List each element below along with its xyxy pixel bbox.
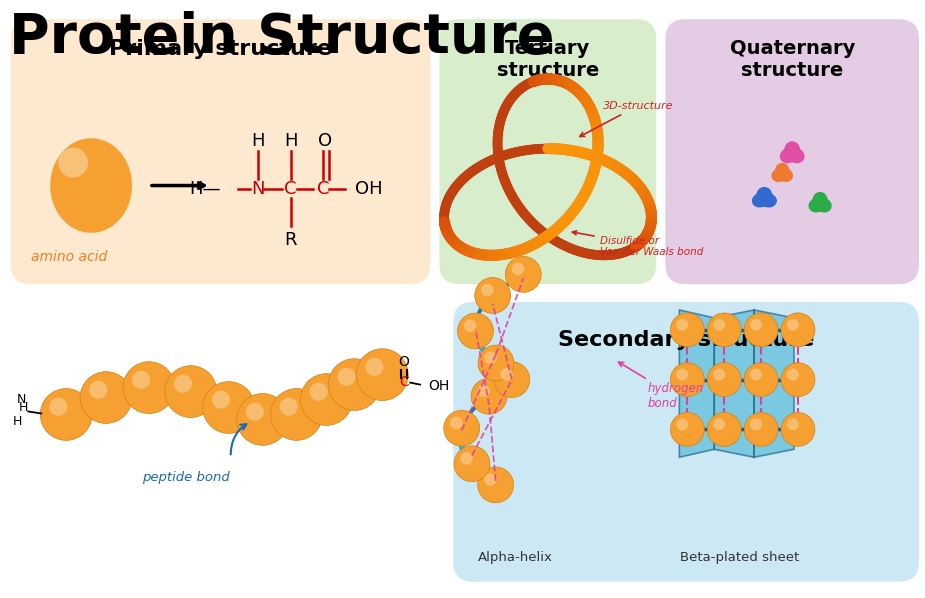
Text: hydrogen
bond: hydrogen bond: [619, 362, 704, 410]
Circle shape: [708, 413, 741, 446]
Circle shape: [246, 402, 264, 421]
Text: amino acid: amino acid: [31, 250, 107, 264]
Text: OH: OH: [355, 179, 383, 197]
Circle shape: [49, 398, 68, 416]
Circle shape: [781, 413, 815, 446]
Text: H: H: [13, 415, 22, 428]
Circle shape: [744, 313, 778, 347]
Circle shape: [787, 419, 799, 430]
Circle shape: [750, 419, 762, 430]
Circle shape: [212, 390, 230, 409]
Circle shape: [174, 375, 192, 393]
Text: Alpha-helix: Alpha-helix: [477, 551, 552, 564]
Polygon shape: [714, 310, 754, 457]
Circle shape: [750, 319, 762, 331]
Circle shape: [713, 419, 725, 430]
Circle shape: [471, 379, 507, 414]
Text: H: H: [18, 401, 28, 414]
Circle shape: [713, 368, 725, 380]
Circle shape: [505, 257, 541, 292]
Circle shape: [454, 446, 490, 482]
Circle shape: [271, 389, 323, 440]
Circle shape: [80, 372, 132, 423]
Circle shape: [123, 362, 175, 413]
Circle shape: [713, 319, 725, 331]
Circle shape: [477, 467, 513, 503]
Circle shape: [132, 371, 150, 389]
Text: H: H: [251, 132, 265, 150]
Text: Tertiary
structure: Tertiary structure: [497, 39, 598, 80]
Circle shape: [744, 413, 778, 446]
Circle shape: [365, 358, 384, 376]
Circle shape: [676, 368, 688, 380]
Circle shape: [708, 363, 741, 396]
Circle shape: [41, 389, 92, 440]
Circle shape: [676, 319, 688, 331]
Text: C: C: [284, 179, 297, 197]
Circle shape: [671, 363, 704, 396]
Text: OH: OH: [428, 379, 450, 393]
Circle shape: [301, 374, 352, 425]
Text: C: C: [317, 179, 329, 197]
Circle shape: [310, 383, 327, 401]
Circle shape: [781, 363, 815, 396]
Text: 3D-structure: 3D-structure: [580, 101, 673, 136]
Text: Beta-plated sheet: Beta-plated sheet: [680, 551, 799, 564]
Polygon shape: [754, 310, 794, 457]
Text: Disulfide or
Van der Waals bond: Disulfide or Van der Waals bond: [573, 231, 703, 257]
Text: N: N: [251, 179, 265, 197]
Circle shape: [328, 359, 380, 410]
Circle shape: [485, 352, 497, 364]
Circle shape: [461, 452, 473, 465]
Text: R: R: [284, 231, 297, 249]
Text: Primary structure: Primary structure: [109, 39, 332, 59]
Circle shape: [165, 366, 216, 417]
Circle shape: [484, 473, 497, 486]
Text: H: H: [284, 132, 297, 150]
Circle shape: [338, 368, 355, 386]
Circle shape: [494, 362, 530, 398]
Ellipse shape: [58, 148, 88, 178]
Text: N: N: [17, 393, 26, 406]
FancyBboxPatch shape: [10, 19, 430, 284]
Text: O: O: [399, 355, 410, 369]
Circle shape: [708, 313, 741, 347]
FancyBboxPatch shape: [665, 19, 919, 284]
Circle shape: [512, 263, 524, 275]
Text: C: C: [400, 374, 409, 389]
Circle shape: [279, 398, 298, 416]
Circle shape: [475, 277, 511, 313]
Circle shape: [500, 368, 512, 380]
Circle shape: [671, 313, 704, 347]
Circle shape: [444, 410, 480, 446]
Circle shape: [203, 382, 254, 434]
Circle shape: [676, 419, 688, 430]
Polygon shape: [679, 310, 714, 457]
Text: peptide bond: peptide bond: [142, 471, 229, 484]
Circle shape: [744, 363, 778, 396]
Circle shape: [458, 313, 493, 349]
Text: H—: H—: [190, 179, 221, 197]
Circle shape: [787, 368, 799, 380]
Text: Protein Structure: Protein Structure: [9, 11, 555, 65]
Circle shape: [463, 319, 476, 332]
Circle shape: [478, 345, 514, 381]
Circle shape: [237, 393, 289, 446]
Circle shape: [671, 413, 704, 446]
Circle shape: [450, 417, 462, 429]
Circle shape: [481, 284, 494, 297]
Circle shape: [787, 319, 799, 331]
Text: Quaternary
structure: Quaternary structure: [730, 39, 855, 80]
Circle shape: [750, 368, 762, 380]
Text: O: O: [318, 132, 332, 150]
Circle shape: [89, 381, 107, 399]
Ellipse shape: [50, 138, 132, 233]
FancyBboxPatch shape: [453, 302, 919, 582]
Circle shape: [781, 313, 815, 347]
Circle shape: [477, 385, 490, 397]
Text: Secondary structure: Secondary structure: [558, 330, 814, 350]
Circle shape: [356, 349, 408, 401]
FancyBboxPatch shape: [439, 19, 656, 284]
